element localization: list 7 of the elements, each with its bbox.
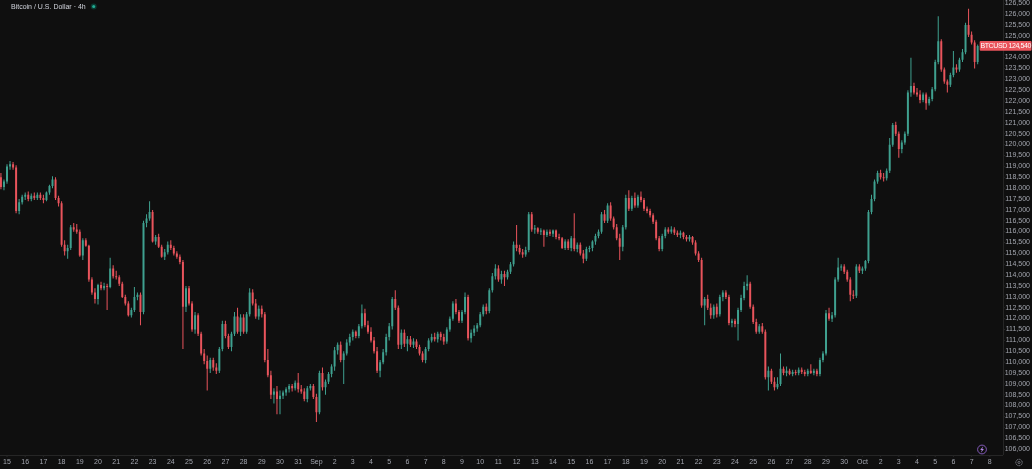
candlestick [670, 226, 673, 234]
candlestick [955, 64, 958, 73]
candlestick [667, 227, 670, 234]
candlestick [533, 225, 536, 234]
candlestick [279, 390, 281, 415]
candlestick [106, 283, 109, 310]
candlestick [882, 172, 885, 182]
